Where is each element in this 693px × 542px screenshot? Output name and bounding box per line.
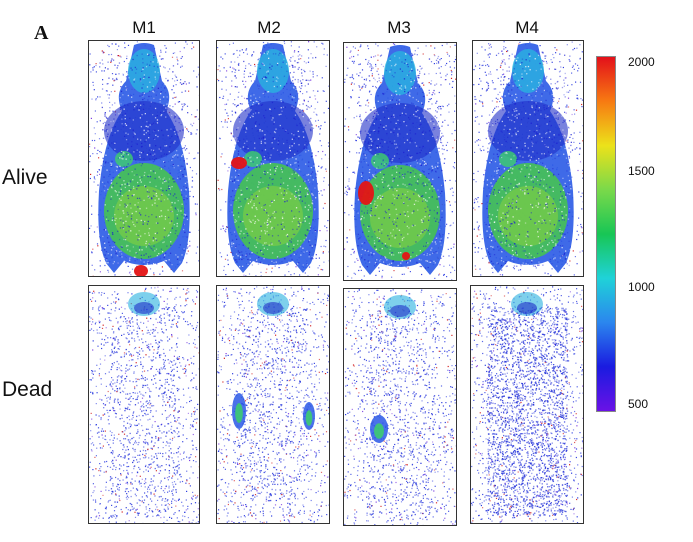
bioluminescence-m4-dead (471, 286, 583, 523)
bioluminescence-m4-alive (473, 41, 583, 276)
image-m3-dead (343, 288, 457, 526)
image-m2-dead (216, 285, 330, 524)
column-label-m4: M4 (515, 18, 539, 37)
image-m3-alive (343, 42, 457, 281)
image-m2-alive (216, 40, 330, 277)
row-label-dead: Dead (2, 378, 53, 401)
colorbar (596, 56, 616, 412)
image-m1-alive (88, 40, 200, 277)
column-label-m2: M2 (257, 18, 281, 37)
colorbar-tick-500: 500 (628, 397, 649, 411)
bioluminescence-m2-alive (217, 41, 329, 276)
image-m1-dead (88, 285, 200, 524)
colorbar-tick-1000: 1000 (628, 280, 655, 294)
image-m4-alive (472, 40, 584, 277)
bioluminescence-m3-dead (344, 289, 456, 525)
bioluminescence-m3-alive (344, 43, 456, 280)
bioluminescence-m2-dead (217, 286, 329, 523)
image-m4-dead (470, 285, 584, 524)
column-label-m1: M1 (132, 18, 156, 37)
bioluminescence-m1-dead (89, 286, 199, 523)
colorbar-tick-1500: 1500 (628, 164, 655, 178)
row-label-alive: Alive (2, 166, 48, 189)
column-label-m3: M3 (387, 18, 411, 37)
bioluminescence-m1-alive (89, 41, 199, 276)
colorbar-tick-2000: 2000 (628, 55, 655, 69)
panel-letter: A (34, 22, 49, 44)
